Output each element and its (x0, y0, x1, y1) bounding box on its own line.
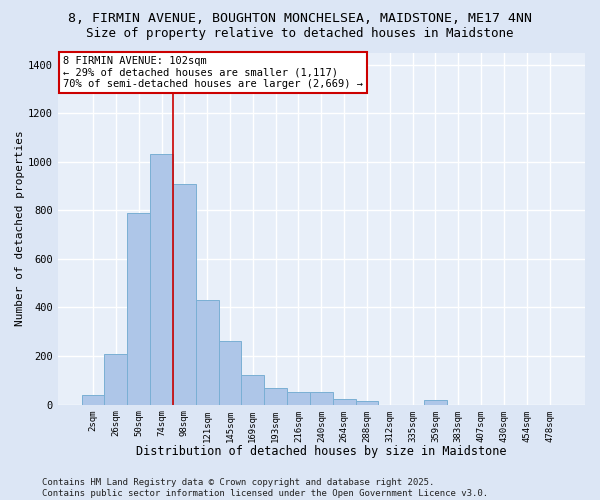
Bar (127, 213, 150, 404)
Bar (150, 154, 173, 404)
Bar (333, 398, 356, 404)
Bar (196, 300, 218, 405)
Bar (173, 184, 196, 404)
X-axis label: Distribution of detached houses by size in Maidstone: Distribution of detached houses by size … (136, 444, 506, 458)
Bar (104, 354, 127, 405)
Text: Contains HM Land Registry data © Crown copyright and database right 2025.
Contai: Contains HM Land Registry data © Crown c… (42, 478, 488, 498)
Bar (424, 400, 447, 404)
Text: 8 FIRMIN AVENUE: 102sqm
← 29% of detached houses are smaller (1,117)
70% of semi: 8 FIRMIN AVENUE: 102sqm ← 29% of detache… (63, 56, 363, 89)
Y-axis label: Number of detached properties: Number of detached properties (15, 130, 25, 326)
Bar (356, 401, 379, 404)
Bar (310, 392, 333, 404)
Text: 8, FIRMIN AVENUE, BOUGHTON MONCHELSEA, MAIDSTONE, ME17 4NN: 8, FIRMIN AVENUE, BOUGHTON MONCHELSEA, M… (68, 12, 532, 26)
Text: Size of property relative to detached houses in Maidstone: Size of property relative to detached ho… (86, 28, 514, 40)
Bar (82, 395, 104, 404)
Bar (218, 342, 241, 404)
Bar (241, 376, 264, 404)
Bar (287, 392, 310, 404)
Bar (264, 388, 287, 404)
